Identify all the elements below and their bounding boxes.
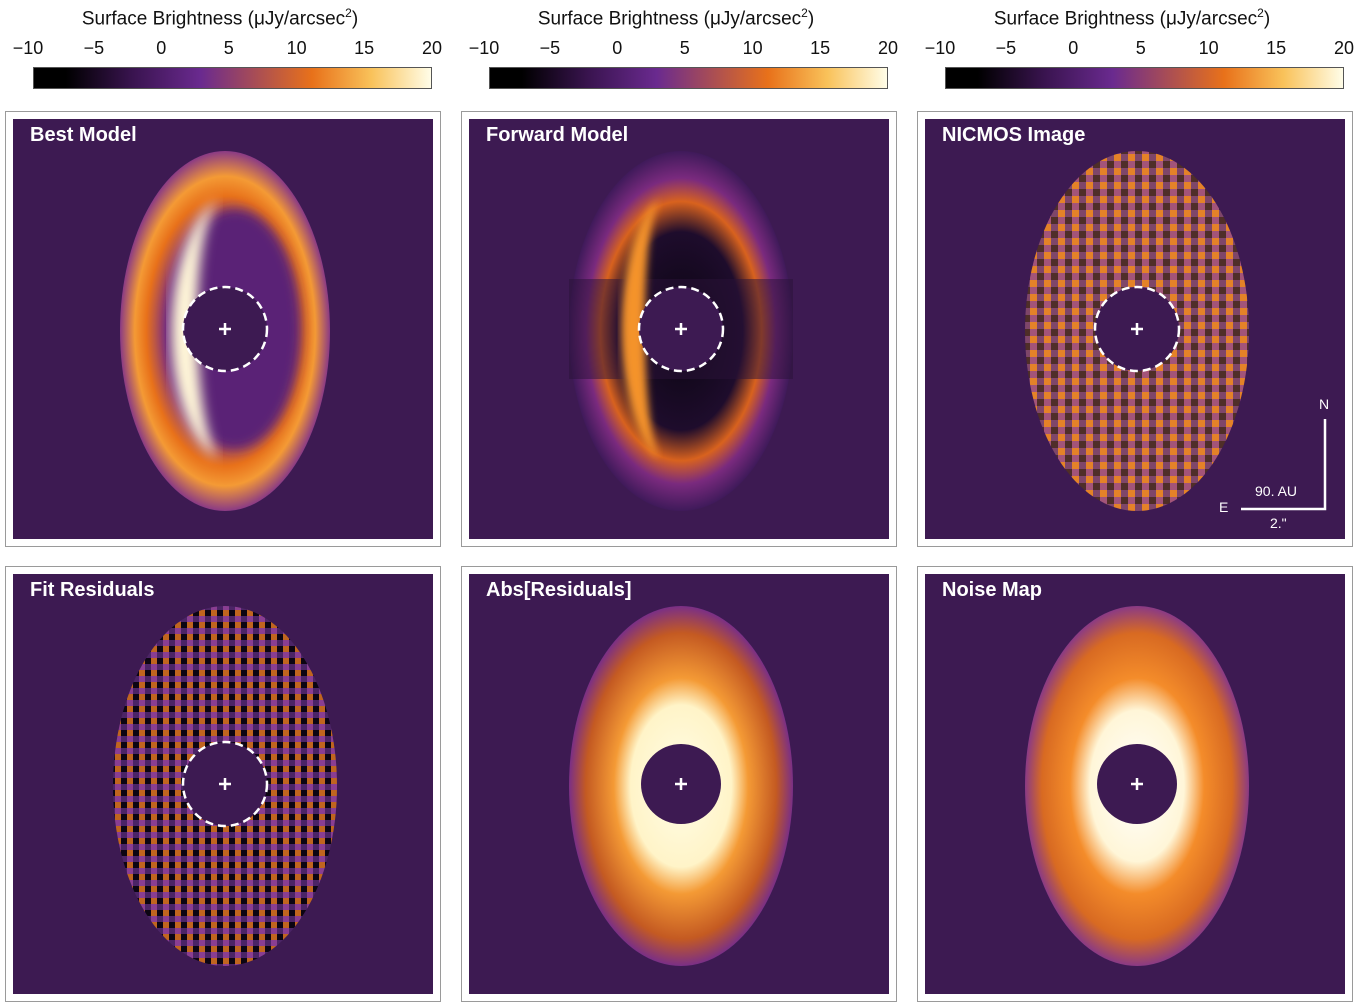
colorbar-tick: 5 [1135,38,1146,58]
panel-image [13,574,433,994]
colorbar-ticks: −10 −5 0 5 10 15 20 [925,38,1354,60]
star-marker [675,778,687,790]
panel-label: Forward Model [486,124,629,146]
compass: N E 90. AU 2." [918,112,1354,548]
colorbar-tick: 10 [742,38,763,58]
panel-label: Abs[Residuals] [486,579,632,601]
panel-nicmos-image: NICMOS Image N E 90. AU 2." [917,111,1353,547]
panel-label: Noise Map [942,579,1043,601]
colorbar-tick: 10 [1198,38,1219,58]
star-marker [675,323,687,335]
panel-label: NICMOS Image [942,124,1086,146]
colorbar-ticks: −10 −5 0 5 10 15 20 [469,38,898,60]
star-marker [219,323,231,335]
abs-residuals-image [469,574,889,994]
colorbar-tick: 15 [810,38,831,58]
colorbar-tick: −5 [539,38,561,58]
colorbar-title: Surface Brightness (μJy/arcsec2) [81,6,359,30]
colorbar-tick: 20 [421,38,443,58]
colorbar-tick: 20 [877,38,899,58]
best-model-image [13,119,433,539]
star-marker [1131,778,1143,790]
scale-au-label: 90. AU [1255,483,1298,499]
compass-east-label: E [1219,499,1229,515]
mask-circle [181,740,269,828]
panel-image [469,574,889,994]
panel-image [469,119,889,539]
colorbar-tick: −10 [12,38,44,58]
panel-image [925,574,1345,994]
colorbar-ticks: −10 −5 0 5 10 15 20 [13,38,442,60]
colorbar-tick: −10 [468,38,500,58]
star-marker [219,778,231,790]
mask-circle [1093,285,1181,373]
colorbar-3: Surface Brightness (μJy/arcsec2) −10 −5 … [912,0,1354,100]
colorbar-1: Surface Brightness (μJy/arcsec2) −10 −5 … [0,0,442,100]
colorbar-tick: 15 [1266,38,1287,58]
colorbar-tick: 15 [354,38,375,58]
colorbar-title: Surface Brightness (μJy/arcsec2) [537,6,815,30]
colorbar-tick: 5 [223,38,234,58]
panel-abs-residuals: Abs[Residuals] [461,566,897,1002]
noise-map-image [925,574,1345,994]
scale-arcsec-label: 2." [1270,515,1287,531]
colorbar-gradient [945,67,1344,89]
mask-circle [637,285,725,373]
colorbar-gradient [489,67,888,89]
colorbar-tick: 20 [1333,38,1355,58]
panel-image [925,119,1345,539]
fit-residuals-image [13,574,433,994]
colorbar-gradient [33,67,432,89]
colorbar-tick: 10 [286,38,307,58]
panel-forward-model: Forward Model [461,111,897,547]
colorbar-tick: 5 [679,38,690,58]
panel-noise-map: Noise Map [917,566,1353,1002]
panel-best-model: Best Model [5,111,441,547]
panel-fit-residuals: Fit Residuals [5,566,441,1002]
colorbar-title: Surface Brightness (μJy/arcsec2) [993,6,1271,30]
star-marker [1131,323,1143,335]
forward-model-image [469,119,889,539]
colorbar-tick: −10 [924,38,956,58]
colorbar-tick: −5 [83,38,105,58]
nicmos-image [925,119,1345,539]
panel-image [13,119,433,539]
colorbar-tick: 0 [156,38,167,58]
colorbar-tick: −5 [995,38,1017,58]
mask-circle [181,285,269,373]
compass-arrows [1241,419,1327,511]
compass-north-label: N [1319,396,1330,412]
colorbar-tick: 0 [1068,38,1079,58]
panel-label: Fit Residuals [30,579,155,601]
panel-label: Best Model [30,124,137,146]
colorbar-tick: 0 [612,38,623,58]
colorbar-2: Surface Brightness (μJy/arcsec2) −10 −5 … [456,0,898,100]
